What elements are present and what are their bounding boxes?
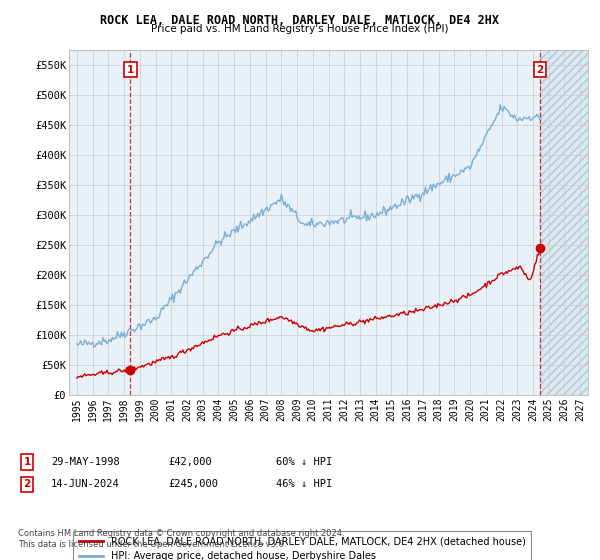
Text: ROCK LEA, DALE ROAD NORTH, DARLEY DALE, MATLOCK, DE4 2HX: ROCK LEA, DALE ROAD NORTH, DARLEY DALE, … [101, 14, 499, 27]
Text: 29-MAY-1998: 29-MAY-1998 [51, 457, 120, 467]
Bar [540, 50, 588, 395]
Text: 2: 2 [536, 64, 544, 74]
Legend: ROCK LEA, DALE ROAD NORTH, DARLEY DALE, MATLOCK, DE4 2HX (detached house), HPI: : ROCK LEA, DALE ROAD NORTH, DARLEY DALE, … [73, 530, 532, 560]
Text: Contains HM Land Registry data © Crown copyright and database right 2024.
This d: Contains HM Land Registry data © Crown c… [18, 529, 344, 549]
Bar [540, 50, 588, 395]
Text: 2: 2 [23, 479, 31, 489]
Text: 14-JUN-2024: 14-JUN-2024 [51, 479, 120, 489]
Text: 1: 1 [23, 457, 31, 467]
Text: 46% ↓ HPI: 46% ↓ HPI [276, 479, 332, 489]
Text: £42,000: £42,000 [168, 457, 212, 467]
Text: 1: 1 [127, 64, 134, 74]
Text: Price paid vs. HM Land Registry's House Price Index (HPI): Price paid vs. HM Land Registry's House … [151, 24, 449, 34]
Text: £245,000: £245,000 [168, 479, 218, 489]
Text: 60% ↓ HPI: 60% ↓ HPI [276, 457, 332, 467]
